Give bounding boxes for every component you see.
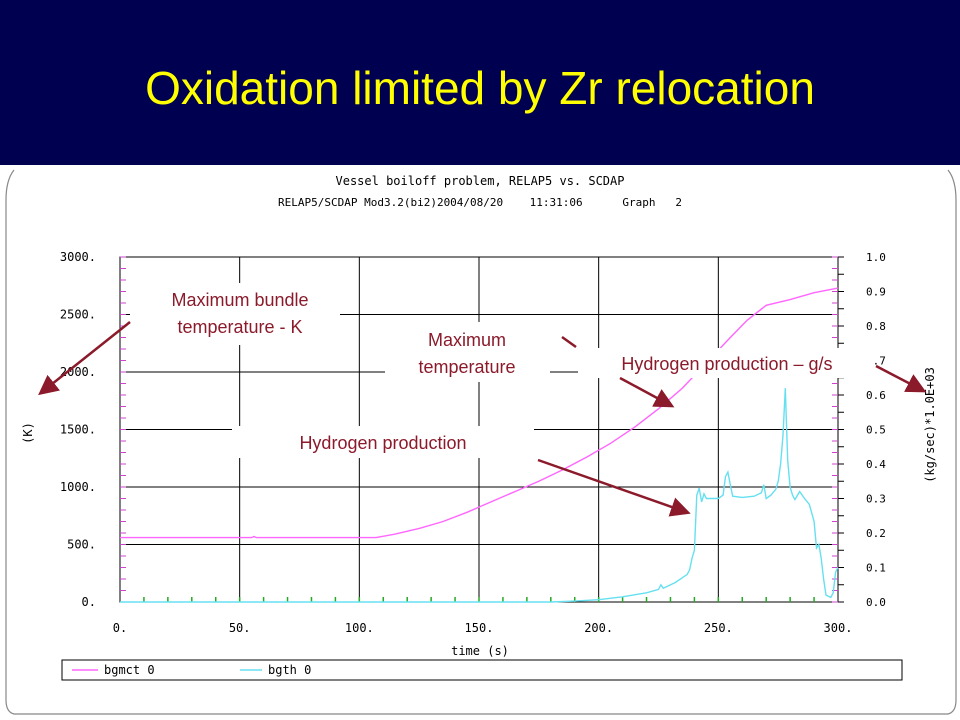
series-line-bgth-0: [120, 388, 839, 603]
x-tick-label: 250.: [704, 621, 733, 635]
arrow-to-h2-curve: [537, 458, 691, 517]
y-right-tick-label: 1.0: [866, 251, 886, 264]
y-left-tick-label: 2500.: [60, 308, 96, 322]
arrow-to-left-axis: [38, 321, 131, 396]
annotation-box-bundle-temp: [130, 283, 340, 345]
y-left-tick-label: 500.: [67, 538, 96, 552]
y-axis-label-right: (kg/sec)*1.0E+03: [923, 367, 937, 483]
annotation-max-temp-line1: Maximum: [428, 330, 506, 350]
y-right-tick-label: 0.3: [866, 493, 886, 506]
chart-title: Vessel boiloff problem, RELAP5 vs. SCDAP: [336, 174, 625, 188]
annotation-box-h2-rate: [578, 348, 874, 378]
y-left-tick-label: 3000.: [60, 250, 96, 264]
y-right-tick-label: 0.4: [866, 458, 886, 471]
chart-subtitle: RELAP5/SCDAP Mod3.2(bi2)2004/08/20 11:31…: [278, 196, 682, 209]
arrow-to-right-axis: [875, 364, 927, 393]
slide-title: Oxidation limited by Zr relocation: [145, 62, 815, 114]
tick-labels: 0. 50. 100. 150. 200. 250. 300.0.500.1000.1500…: [60, 250, 886, 635]
x-axis-label: time (s): [451, 644, 509, 658]
annotation-bundle-temp-line1: Maximum bundle: [171, 290, 308, 310]
x-tick-label: 100.: [345, 621, 374, 635]
x-tick-label: 200.: [584, 621, 613, 635]
x-tick-label: 50.: [229, 621, 251, 635]
annotation-h2: Hydrogen production: [299, 433, 466, 453]
x-tick-label: 150.: [465, 621, 494, 635]
annotation-bundle-temp-line2: temperature - K: [177, 317, 302, 337]
y-right-tick-label: 0.0: [866, 596, 886, 609]
y-right-tick-label: 0.8: [866, 320, 886, 333]
chart: Vessel boiloff problem, RELAP5 vs. SCDAP…: [5, 169, 957, 715]
annotation-max-temp-line2: temperature: [418, 357, 515, 377]
y-left-tick-label: 1500.: [60, 423, 96, 437]
legend-label-bgmct: bgmct 0: [104, 663, 155, 677]
x-tick-label: 0.: [113, 621, 127, 635]
y-axis-label-left: (K): [21, 422, 35, 444]
annotation-h2-rate: Hydrogen production – g/s: [621, 354, 832, 374]
title-bar: Oxidation limited by Zr relocation: [0, 0, 960, 165]
legend: [61, 659, 903, 681]
arrow-max-temp-segment: [561, 335, 577, 349]
y-left-tick-label: 0.: [82, 595, 96, 609]
y-right-tick-label: 0.9: [866, 286, 886, 299]
panel-border: [5, 169, 957, 715]
y-left-tick-label: 1000.: [60, 480, 96, 494]
x-tick-label: 300.: [824, 621, 853, 635]
y-right-tick-label: 0.5: [866, 424, 886, 437]
legend-label-bgth: bgth 0: [268, 663, 311, 677]
y-left-tick-label: 2000.: [60, 365, 96, 379]
y-right-tick-label: 0.2: [866, 527, 886, 540]
y-right-tick-label: 0.1: [866, 562, 886, 575]
annotation-box-h2: [232, 426, 534, 458]
y-right-tick-label: 0.6: [866, 389, 886, 402]
arrow-to-max-temp-curve: [619, 376, 675, 408]
annotation-box-max-temp: [385, 322, 550, 382]
